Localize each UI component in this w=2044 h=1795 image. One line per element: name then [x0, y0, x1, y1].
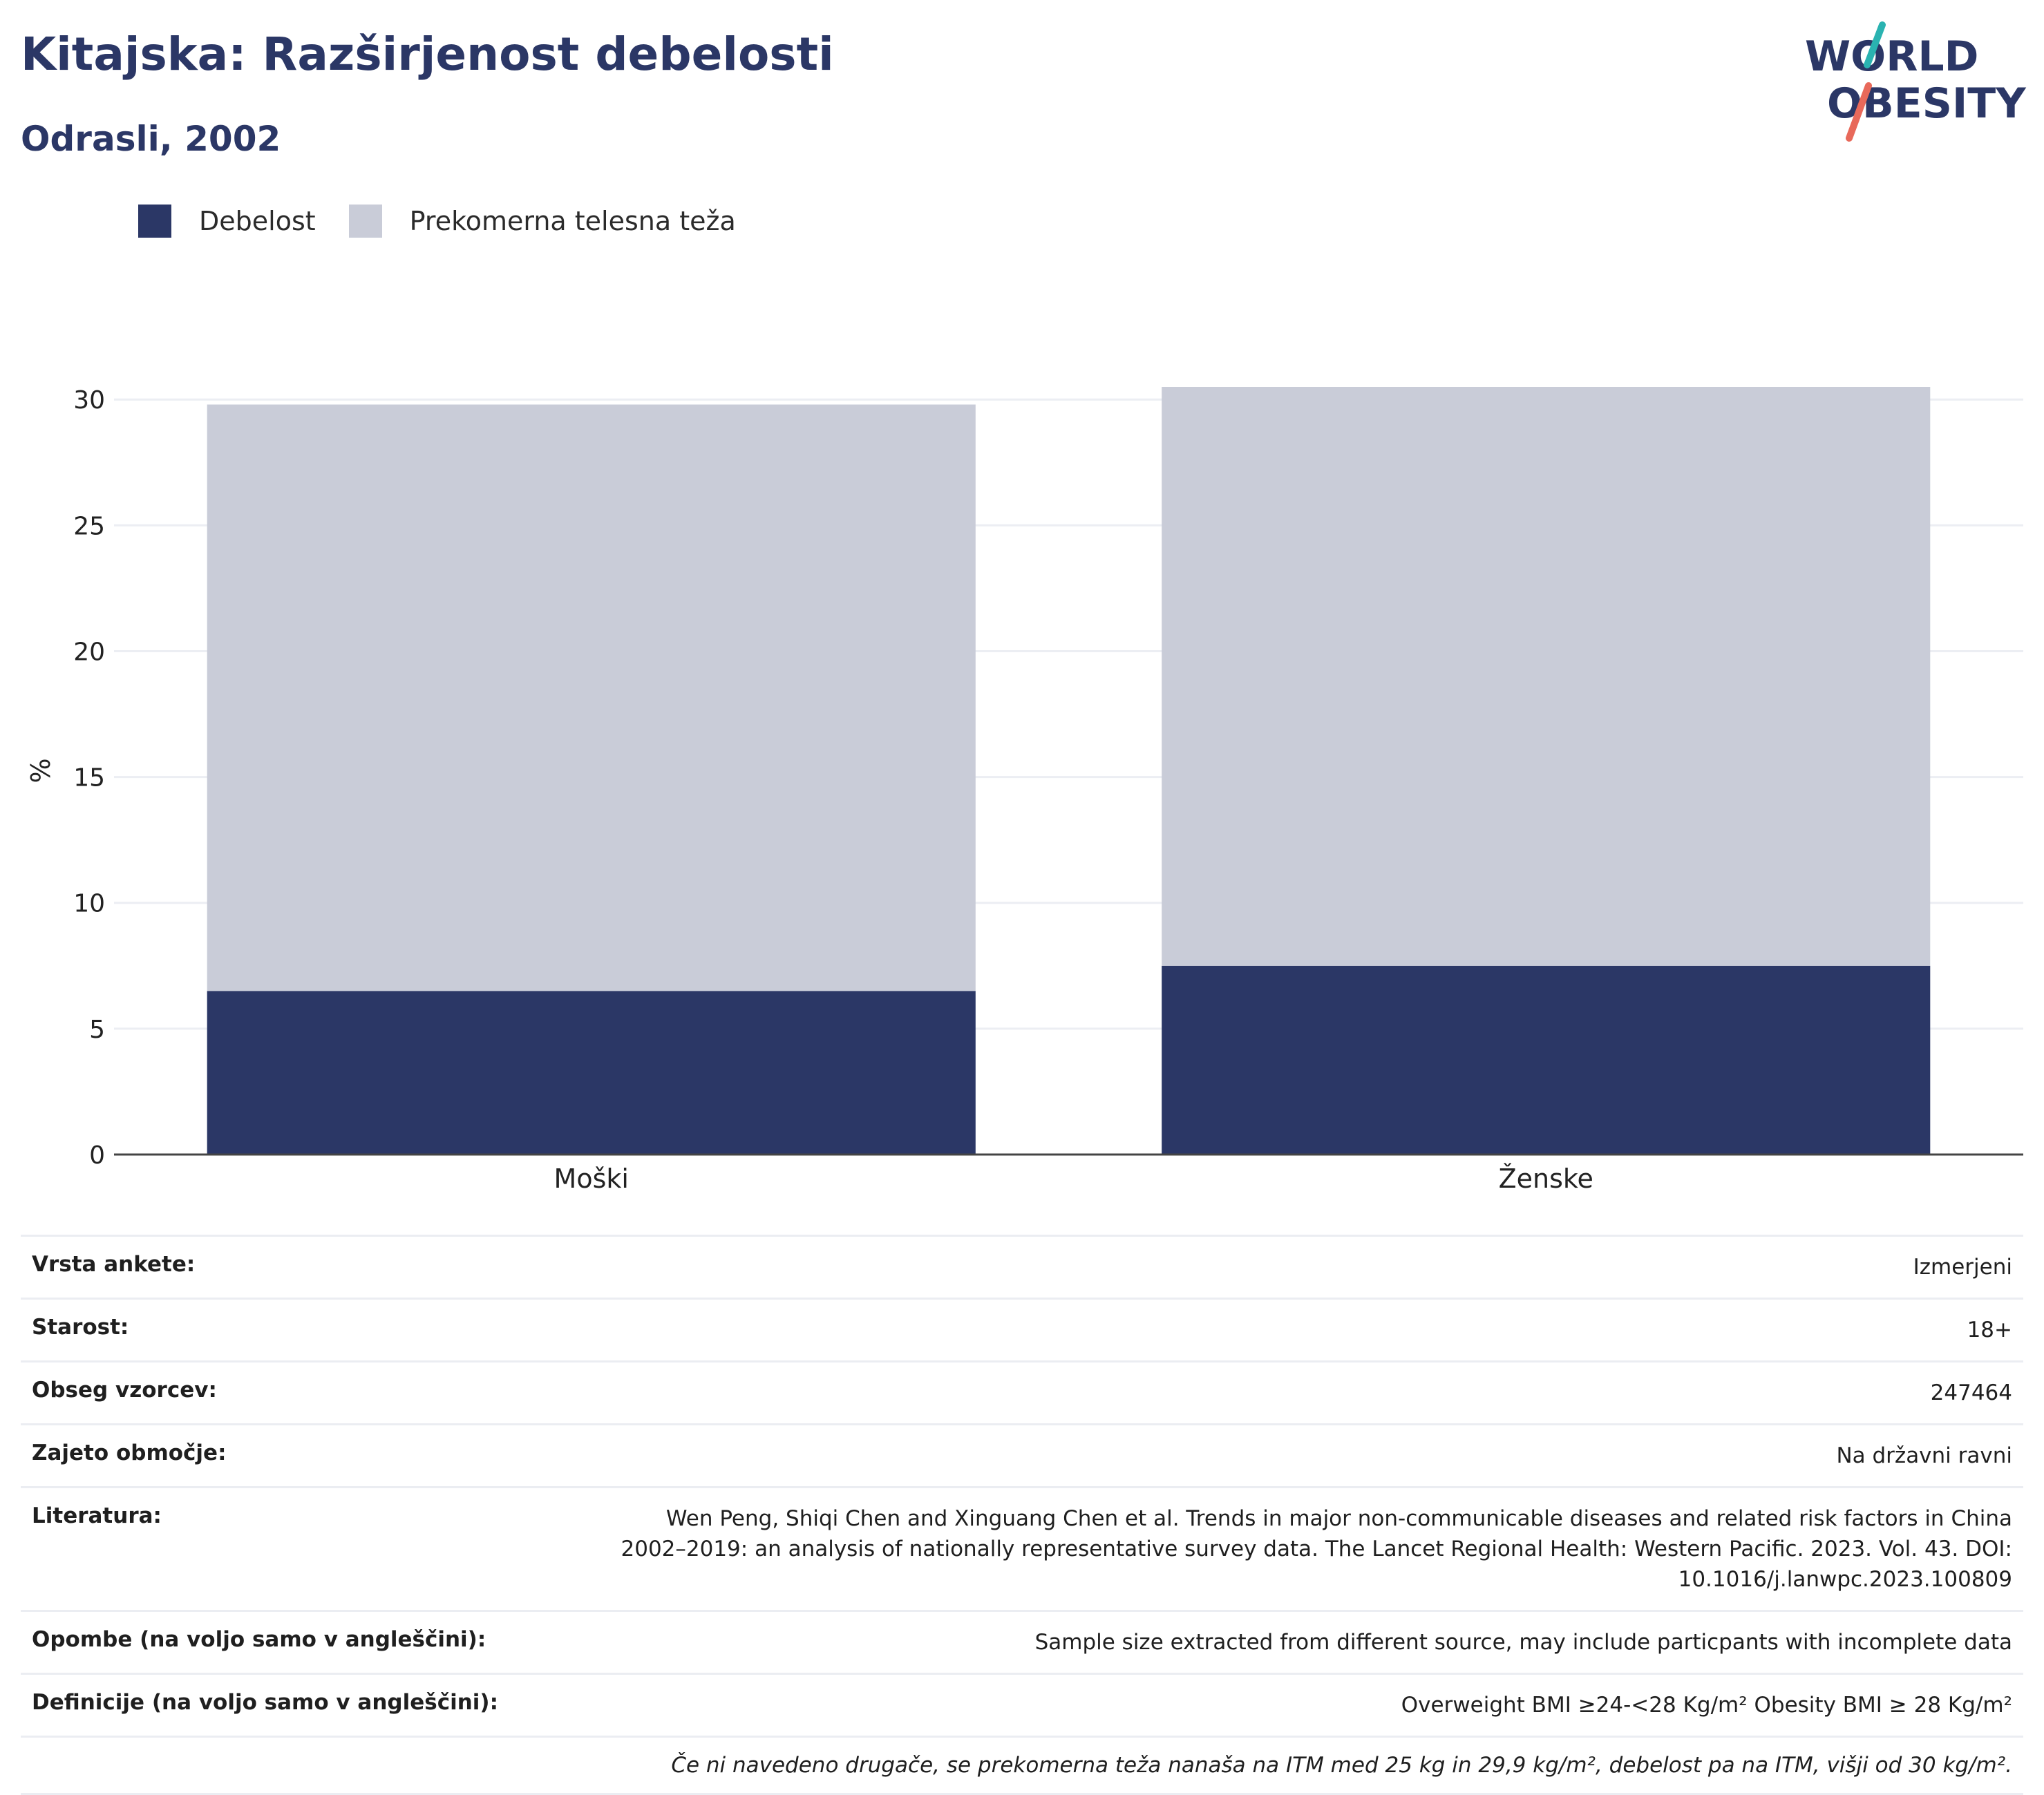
y-tick-label: 0 — [89, 1141, 105, 1170]
page-subtitle: Odrasli, 2002 — [21, 119, 281, 159]
chart-legend: Debelost Prekomerna telesna teža — [138, 205, 769, 238]
legend-label-obesity: Debelost — [199, 206, 316, 236]
logo-slash-teal — [1864, 21, 1886, 68]
info-value-reference[interactable]: Wen Peng, Shiqi Chen and Xinguang Chen e… — [527, 1486, 2023, 1611]
survey-info-table: Vrsta ankete: Izmerjeni Starost: 18+ Obs… — [21, 1235, 2023, 1795]
info-label: Vrsta ankete: — [21, 1235, 527, 1299]
info-label: Starost: — [21, 1298, 527, 1362]
info-value: Izmerjeni — [527, 1235, 2023, 1299]
legend-item-overweight[interactable]: Prekomerna telesna teža — [348, 205, 736, 238]
info-label: Opombe (na voljo samo v angleščini): — [21, 1610, 527, 1674]
info-value: Na državni ravni — [527, 1423, 2023, 1488]
footnote: Če ni navedeno drugače, se prekomerna te… — [21, 1736, 2023, 1795]
y-tick-label: 20 — [73, 638, 105, 666]
reference-line-3: 10.1016/j.lanwpc.2023.100809 — [1678, 1567, 2012, 1592]
info-label: Zajeto območje: — [21, 1423, 527, 1488]
y-tick-label: 10 — [73, 890, 105, 918]
bar-overweight-1[interactable] — [1162, 387, 1931, 966]
reference-line-2: 2002–2019: an analysis of nationally rep… — [621, 1537, 2013, 1561]
info-label: Literatura: — [21, 1486, 527, 1611]
info-row-footnote: Če ni navedeno drugače, se prekomerna te… — [21, 1736, 2023, 1795]
x-tick-label: Moški — [554, 1164, 629, 1194]
x-tick-label: Ženske — [1499, 1164, 1593, 1194]
y-tick-label: 15 — [73, 764, 105, 792]
legend-label-overweight: Prekomerna telesna teža — [409, 206, 736, 236]
bar-obesity-0[interactable] — [207, 991, 976, 1155]
y-axis-label: % — [26, 758, 56, 783]
y-tick-label: 25 — [73, 512, 105, 540]
y-tick-label: 5 — [89, 1016, 105, 1044]
info-row-area: Zajeto območje: Na državni ravni — [21, 1423, 2023, 1488]
info-value: Sample size extracted from different sou… — [527, 1610, 2023, 1674]
page-title: Kitajska: Razširjenost debelosti — [21, 28, 834, 81]
info-label: Definicije (na voljo samo v angleščini): — [21, 1673, 527, 1737]
stacked-bar-chart: 0 5 10 15 20 25 30% Moški Ženske — [26, 386, 2023, 1194]
logo-slash-coral — [1846, 82, 1872, 142]
info-value: Overweight BMI ≥24-<28 Kg/m² Obesity BMI… — [527, 1673, 2023, 1737]
y-tick-label: 30 — [73, 386, 105, 415]
info-row-notes: Opombe (na voljo samo v angleščini): Sam… — [21, 1610, 2023, 1674]
logo-line-1: WORLD — [1805, 32, 1978, 81]
reference-line-1: Wen Peng, Shiqi Chen and Xinguang Chen e… — [665, 1506, 2012, 1531]
info-label: Obseg vzorcev: — [21, 1360, 527, 1425]
legend-item-obesity[interactable]: Debelost — [138, 205, 316, 238]
info-row-survey-type: Vrsta ankete: Izmerjeni — [21, 1235, 2023, 1299]
info-row-reference: Literatura: Wen Peng, Shiqi Chen and Xin… — [21, 1486, 2023, 1611]
world-obesity-logo: WORLD OBESITY — [1805, 21, 2027, 142]
info-row-age: Starost: 18+ — [21, 1298, 2023, 1362]
info-row-sample-size: Obseg vzorcev: 247464 — [21, 1360, 2023, 1425]
info-value: 247464 — [527, 1360, 2023, 1425]
info-value: 18+ — [527, 1298, 2023, 1362]
bar-overweight-0[interactable] — [207, 404, 976, 991]
legend-swatch-overweight — [348, 205, 382, 238]
info-row-definitions: Definicije (na voljo samo v angleščini):… — [21, 1673, 2023, 1737]
legend-swatch-obesity — [138, 205, 171, 238]
bar-obesity-1[interactable] — [1162, 965, 1931, 1155]
